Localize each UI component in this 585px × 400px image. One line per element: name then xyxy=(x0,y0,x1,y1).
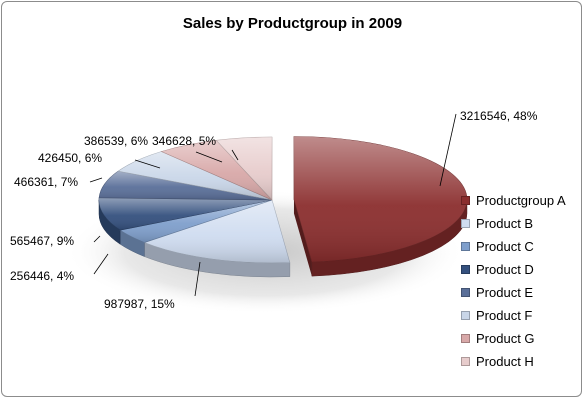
data-label-productgroup-a: 3216546, 48% xyxy=(460,109,538,123)
legend-item-product-h: Product H xyxy=(461,350,566,373)
legend-item-product-g: Product G xyxy=(461,327,566,350)
leader-line-productgroup-a xyxy=(439,113,457,187)
legend-item-productgroup-a: Productgroup A xyxy=(461,189,566,212)
pie-slice-gloss-product-f xyxy=(118,151,272,200)
pie-slice-gloss-product-e xyxy=(99,171,273,200)
data-label-product-f: 426450, 6% xyxy=(38,151,102,165)
legend-label: Product E xyxy=(476,285,534,300)
leader-line-product-f xyxy=(134,159,161,169)
pie-slice-face-productgroup-a-1 xyxy=(293,199,312,277)
data-label-product-b: 987987, 15% xyxy=(104,297,175,311)
leader-line-product-b xyxy=(194,261,201,297)
chart-title: Sales by Productgroup in 2009 xyxy=(182,15,403,32)
legend-label: Product B xyxy=(476,216,534,231)
leader-line-product-e xyxy=(89,177,103,183)
legend-label: Product F xyxy=(476,308,533,323)
legend-swatch xyxy=(461,311,470,320)
legend-item-product-f: Product F xyxy=(461,304,566,327)
legend: Productgroup A Product B Product C Product … xyxy=(461,189,566,373)
legend-item-product-b: Product B xyxy=(461,212,566,235)
pie-slice-gloss-product-b xyxy=(144,200,290,263)
legend-item-product-c: Product C xyxy=(461,235,566,258)
legend-label: Product G xyxy=(476,331,535,346)
pie-slice-gloss-product-h xyxy=(216,137,272,200)
legend-label: Productgroup A xyxy=(476,193,566,208)
legend-item-product-d: Product D xyxy=(461,258,566,281)
legend-item-product-e: Product E xyxy=(461,281,566,304)
data-label-product-g: 386539, 6% xyxy=(84,134,148,148)
legend-swatch xyxy=(461,196,470,205)
data-label-product-e: 466361, 7% xyxy=(14,175,78,189)
legend-label: Product D xyxy=(476,262,534,277)
pie-slice-gloss-product-c xyxy=(120,200,272,243)
legend-swatch xyxy=(461,288,470,297)
data-label-product-c: 256446, 4% xyxy=(10,269,74,283)
leader-line-product-g xyxy=(195,151,223,163)
leader-line-product-h xyxy=(231,149,239,161)
legend-label: Product H xyxy=(476,354,534,369)
legend-swatch xyxy=(461,242,470,251)
data-label-product-d: 565467, 9% xyxy=(10,234,74,248)
legend-swatch xyxy=(461,334,470,343)
leader-line-product-d xyxy=(93,235,101,243)
pie-slice-gloss-product-d xyxy=(98,197,272,231)
legend-swatch xyxy=(461,265,470,274)
data-label-product-h: 346628, 5% xyxy=(152,134,216,148)
legend-swatch xyxy=(461,357,470,366)
legend-label: Product C xyxy=(476,239,534,254)
legend-swatch xyxy=(461,219,470,228)
leader-line-product-c xyxy=(93,253,109,275)
pie-slice-gloss-product-g xyxy=(161,140,272,200)
pie-slice-gloss-productgroup-a xyxy=(293,136,467,263)
